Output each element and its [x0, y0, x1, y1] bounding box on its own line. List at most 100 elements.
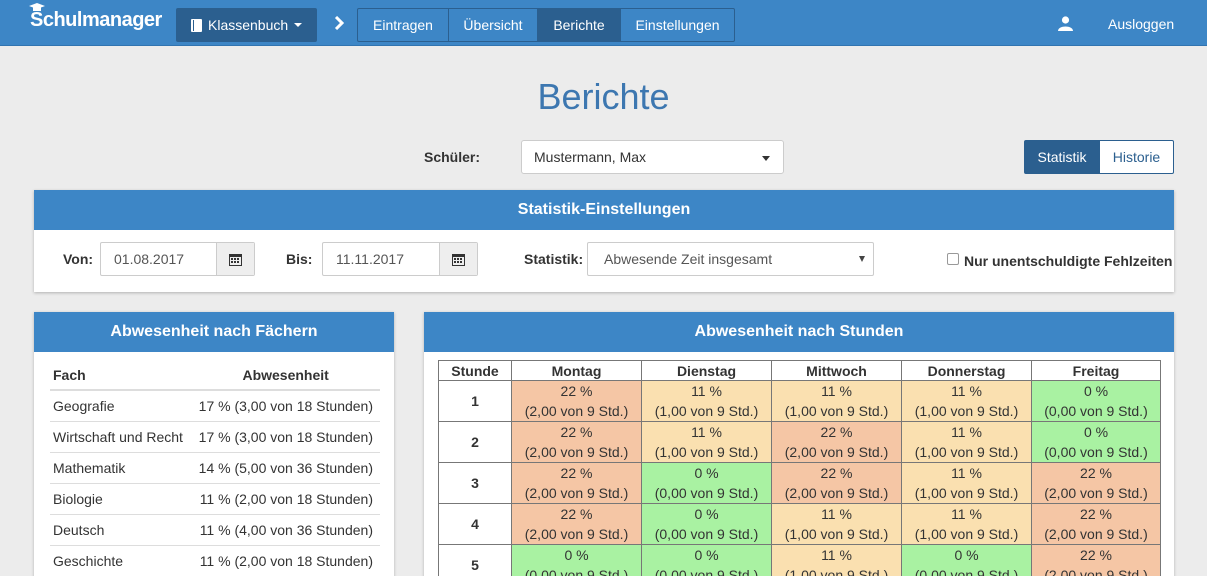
table-row: Deutsch 11 % (4,00 von 36 Stunden) — [50, 514, 380, 546]
stunden-panel: Abwesenheit nach Stunden Stunde Montag Die… — [424, 312, 1174, 576]
absence-detail: (1,00 von 9 Std.) — [914, 403, 1019, 419]
absence-detail: (0,00 von 9 Std.) — [654, 526, 759, 542]
student-value: Mustermann, Max — [534, 149, 647, 165]
von-date-field[interactable]: 01.08.2017 — [100, 242, 255, 276]
absence-cell: 11 % (1,00 von 9 Std.) — [901, 503, 1032, 545]
stunde-number: 4 — [438, 503, 512, 545]
view-toggle: Statistik Historie — [1024, 140, 1174, 174]
top-navbar: Schulmanager Klassenbuch Eintragen Übers… — [0, 0, 1207, 46]
table-row: 4 22 % (2,00 von 9 Std.) 0 % (0,00 von 9 Std… — [438, 503, 1161, 545]
absence-detail: (2,00 von 9 Std.) — [524, 444, 629, 460]
statistik-label: Statistik: — [524, 251, 584, 267]
calendar-icon[interactable] — [216, 243, 254, 275]
absence-cell: 22 % (2,00 von 9 Std.) — [771, 462, 902, 504]
column-header-fach[interactable]: Fach — [50, 360, 189, 391]
student-select[interactable]: Mustermann, Max — [521, 140, 784, 174]
stunde-number: 3 — [438, 462, 512, 504]
column-header-montag: Montag — [511, 360, 642, 381]
fach-abwesenheit: 11 % (2,00 von 18 Stunden) — [188, 483, 380, 515]
table-row: 3 22 % (2,00 von 9 Std.) 0 % (0,00 von 9 Std… — [438, 462, 1161, 504]
absence-percent: 11 % — [951, 506, 982, 522]
fach-name: Biologie — [50, 483, 189, 515]
table-row: Wirtschaft und Recht 17 % (3,00 von 18 St… — [50, 421, 380, 453]
absence-cell: 22 % (2,00 von 9 Std.) — [511, 380, 642, 422]
fach-abwesenheit: 11 % (4,00 von 36 Stunden) — [188, 514, 380, 546]
historie-button[interactable]: Historie — [1100, 140, 1174, 174]
absence-detail: (1,00 von 9 Std.) — [914, 485, 1019, 501]
absence-detail: (0,00 von 9 Std.) — [1044, 444, 1148, 460]
fach-name: Deutsch — [50, 514, 189, 546]
absence-cell: 0 % (0,00 von 9 Std.) — [901, 544, 1032, 576]
bis-date-field[interactable]: 11.11.2017 — [322, 242, 478, 276]
absence-percent: 11 % — [951, 383, 982, 399]
unentschuldigt-label: Nur unentschuldigte Fehlzeiten — [964, 253, 1173, 269]
absence-detail: (0,00 von 9 Std.) — [524, 567, 629, 576]
tab-berichte[interactable]: Berichte — [538, 9, 621, 41]
absence-detail: (1,00 von 9 Std.) — [784, 567, 889, 576]
fach-abwesenheit: 11 % (2,00 von 18 Stunden) — [188, 545, 380, 576]
tab-eintragen[interactable]: Eintragen — [358, 9, 449, 41]
absence-cell: 22 % (2,00 von 9 Std.) — [511, 421, 642, 463]
absence-cell: 11 % (1,00 von 9 Std.) — [771, 503, 902, 545]
absence-detail: (0,00 von 9 Std.) — [914, 567, 1019, 576]
fach-name: Geschichte — [50, 545, 189, 576]
bis-label: Bis: — [286, 251, 313, 267]
von-label: Von: — [63, 251, 94, 267]
user-icon[interactable] — [1058, 16, 1073, 31]
absence-detail: (0,00 von 9 Std.) — [654, 485, 759, 501]
logout-link[interactable]: Ausloggen — [1108, 16, 1175, 32]
absence-percent: 22 % — [1080, 465, 1112, 481]
absence-detail: (2,00 von 9 Std.) — [1044, 526, 1148, 542]
fach-abwesenheit: 17 % (3,00 von 18 Stunden) — [188, 390, 380, 422]
statistik-button[interactable]: Statistik — [1024, 140, 1100, 174]
absence-cell: 0 % (0,00 von 9 Std.) — [511, 544, 642, 576]
absence-detail: (2,00 von 9 Std.) — [784, 485, 889, 501]
absence-cell: 22 % (2,00 von 9 Std.) — [1031, 503, 1161, 545]
table-row: 1 22 % (2,00 von 9 Std.) 11 % (1,00 von 9 St… — [438, 380, 1161, 422]
caret-down-icon — [294, 23, 303, 27]
absence-percent: 11 % — [951, 465, 982, 481]
absence-detail: (1,00 von 9 Std.) — [784, 403, 889, 419]
absence-percent: 0 % — [954, 547, 979, 563]
fach-name: Geografie — [50, 390, 189, 422]
absence-cell: 0 % (0,00 von 9 Std.) — [641, 544, 772, 576]
statistik-select[interactable]: Abwesende Zeit insgesamt — [587, 242, 874, 276]
settings-panel-title: Statistik-Einstellungen — [34, 190, 1174, 230]
tab-uebersicht[interactable]: Übersicht — [449, 9, 538, 41]
column-header-abwesenheit[interactable]: Abwesenheit — [188, 360, 380, 391]
absence-percent: 0 % — [1083, 383, 1109, 399]
settings-panel: Statistik-Einstellungen Von: 01.08.2017 … — [34, 190, 1174, 292]
absence-percent: 22 % — [560, 465, 593, 481]
brand-logo[interactable]: Schulmanager — [29, 3, 162, 32]
column-header-dienstag: Dienstag — [641, 360, 772, 381]
absence-cell: 11 % (1,00 von 9 Std.) — [641, 380, 772, 422]
chevron-right-icon — [334, 16, 345, 30]
absence-percent: 22 % — [560, 424, 593, 440]
absence-cell: 22 % (2,00 von 9 Std.) — [511, 503, 642, 545]
column-header-freitag: Freitag — [1031, 360, 1161, 381]
absence-cell: 22 % (2,00 von 9 Std.) — [1031, 544, 1161, 576]
absence-cell: 0 % (0,00 von 9 Std.) — [1031, 421, 1161, 463]
calendar-icon[interactable] — [439, 243, 477, 275]
table-row: 5 0 % (0,00 von 9 Std.) 0 % (0,00 von 9 Std.… — [438, 544, 1161, 576]
absence-detail: (1,00 von 9 Std.) — [914, 444, 1019, 460]
absence-percent: 0 % — [694, 465, 719, 481]
absence-cell: 0 % (0,00 von 9 Std.) — [1031, 380, 1161, 422]
absence-cell: 22 % (2,00 von 9 Std.) — [511, 462, 642, 504]
absence-percent: 0 % — [564, 547, 589, 563]
fach-name: Wirtschaft und Recht — [50, 421, 189, 453]
column-header-donnerstag: Donnerstag — [901, 360, 1032, 381]
absence-percent: 22 % — [560, 506, 593, 522]
table-row: Geschichte 11 % (2,00 von 18 Stunden) — [50, 545, 380, 576]
graduation-cap-icon — [29, 3, 45, 11]
klassenbuch-dropdown-button[interactable]: Klassenbuch — [176, 8, 317, 42]
absence-cell: 11 % (1,00 von 9 Std.) — [901, 462, 1032, 504]
absence-detail: (2,00 von 9 Std.) — [524, 485, 629, 501]
absence-percent: 11 % — [691, 383, 722, 399]
tab-einstellungen[interactable]: Einstellungen — [635, 17, 720, 33]
klassenbuch-label: Klassenbuch — [208, 17, 289, 33]
column-header-mittwoch: Mittwoch — [771, 360, 902, 381]
absence-percent: 11 % — [951, 424, 982, 440]
unentschuldigt-checkbox[interactable] — [947, 253, 959, 265]
absence-percent: 22 % — [820, 465, 853, 481]
